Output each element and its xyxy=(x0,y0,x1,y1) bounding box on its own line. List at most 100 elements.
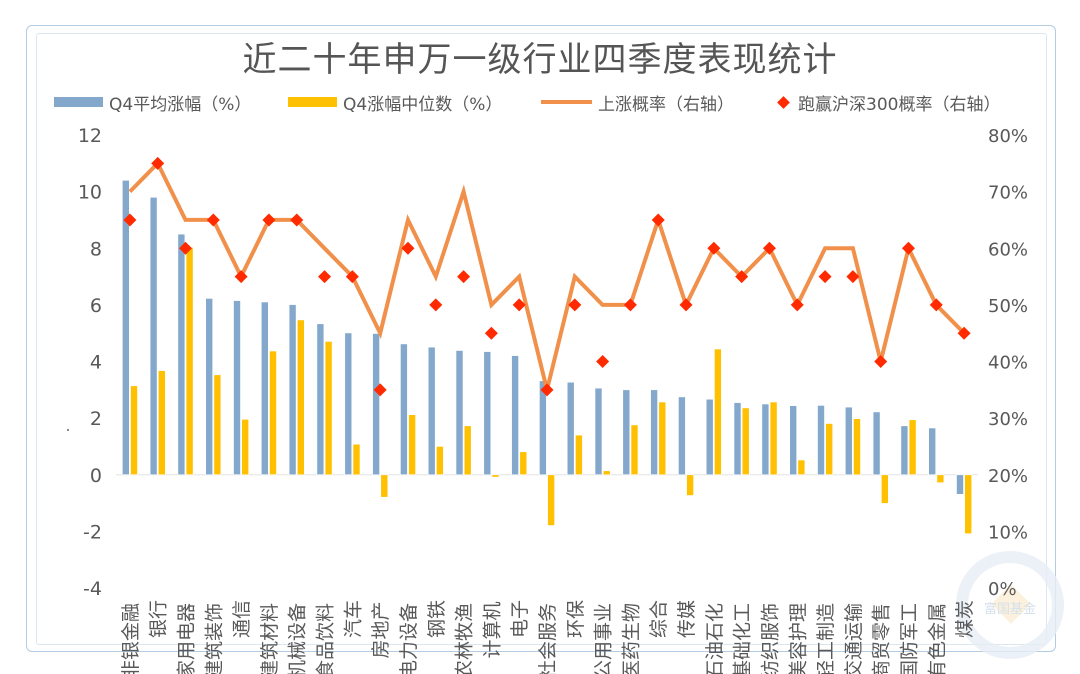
beat-prob-marker xyxy=(679,298,693,312)
x-tick-label: 家用电器 xyxy=(176,603,198,674)
x-tick-label: 综合 xyxy=(648,600,670,638)
median-bar xyxy=(463,425,472,476)
x-axis-labels: 非银金融 银行 家用电器 建筑装饰 通信 建筑材料 机械设备 食品饮料 汽车 房地产 电力设备 钢铁农… xyxy=(120,600,976,674)
x-tick-label: 轻工制造 xyxy=(815,603,837,674)
x-tick-label: 汽车 xyxy=(342,600,364,638)
beat-prob-marker xyxy=(735,270,749,284)
median-bar xyxy=(769,401,778,476)
x-tick-label: 建筑材料 xyxy=(259,603,281,674)
median-bar xyxy=(130,385,138,475)
right-tick-label: 50% xyxy=(988,296,1028,317)
x-tick-label: 银行 xyxy=(148,600,170,638)
median-bar xyxy=(853,418,861,476)
avg-bar xyxy=(733,402,742,476)
legend-item-beat-prob[interactable]: 跑赢沪深300概率（右轴） xyxy=(775,90,1000,115)
up-prob-line-group xyxy=(128,159,966,391)
left-tick-label: 10 xyxy=(78,182,102,204)
median-bar xyxy=(908,419,917,475)
legend-item-avg[interactable]: Q4平均涨幅（%） xyxy=(54,90,288,115)
median-bar xyxy=(575,434,583,476)
right-tick-label: 80% xyxy=(988,126,1028,147)
up-prob-line xyxy=(128,159,966,391)
x-tick-label: 机械设备 xyxy=(287,603,309,674)
median-bar xyxy=(519,451,528,475)
inner-frame xyxy=(36,33,1047,645)
avg-bar xyxy=(233,300,241,476)
x-tick-label: 基础化工 xyxy=(732,603,754,674)
x-tick-label: 计算机 xyxy=(481,601,503,658)
median-bar xyxy=(436,446,444,475)
avg-bar xyxy=(539,380,547,476)
beat-prob-marker xyxy=(568,298,582,312)
left-tick-label: 4 xyxy=(90,352,102,374)
avg-bar xyxy=(427,346,436,476)
avg-bar xyxy=(288,304,297,476)
left-tick-label: -4 xyxy=(83,578,102,600)
x-tick-label: 房地产 xyxy=(370,601,392,658)
median-bar xyxy=(630,424,639,475)
median-bar xyxy=(964,474,973,534)
median-bar xyxy=(936,474,945,483)
chart-title: 近二十年申万一级行业四季度表现统计 xyxy=(242,40,838,80)
beat-prob-marker xyxy=(929,298,943,312)
beat-prob-marker xyxy=(957,326,971,340)
x-tick-label: 美容护理 xyxy=(787,603,809,674)
median-bar xyxy=(185,247,194,475)
beat-prob-marker xyxy=(262,213,276,227)
legend-swatch-avg xyxy=(54,97,103,107)
median-bar xyxy=(352,443,361,476)
avg-bar xyxy=(594,387,603,476)
beat-prob-marker xyxy=(290,213,304,227)
right-tick-label: 70% xyxy=(988,183,1028,204)
left-tick-label: 8 xyxy=(90,238,102,260)
median-bar xyxy=(880,474,889,504)
median-bar xyxy=(408,414,416,476)
beat-prob-marker xyxy=(123,213,137,227)
median-bar xyxy=(797,459,806,475)
median-bar xyxy=(324,341,333,476)
beat-prob-marker xyxy=(707,241,721,255)
left-axis: 12 10 8 6 4 2 0 -2 -4 xyxy=(78,125,102,600)
right-axis: 80% 70% 60% 50% 40% 30% 20% 10% 0% xyxy=(988,126,1028,600)
beat-prob-marker xyxy=(484,326,498,340)
x-tick-label: 食品饮料 xyxy=(315,603,337,674)
median-bar xyxy=(380,474,389,498)
median-bar xyxy=(491,474,500,478)
x-tick-label: 农林牧渔 xyxy=(454,603,476,674)
right-tick-label: 40% xyxy=(988,353,1028,374)
median-bar xyxy=(269,350,277,475)
avg-bar xyxy=(844,406,853,476)
legend-label-median: Q4涨幅中位数（%） xyxy=(343,94,503,115)
x-tick-label: 国防军工 xyxy=(899,603,921,674)
avg-bar xyxy=(149,197,158,476)
median-bar xyxy=(714,348,722,475)
legend-item-median[interactable]: Q4涨幅中位数（%） xyxy=(288,90,541,115)
legend-item-up-prob[interactable]: 上涨概率（右轴） xyxy=(541,90,775,115)
avg-bar xyxy=(928,427,937,476)
median-bar xyxy=(158,370,166,476)
beat-prob-marker xyxy=(429,298,443,312)
median-bar xyxy=(658,401,667,476)
avg-bar xyxy=(761,403,770,476)
beat-prob-marker xyxy=(596,355,610,368)
beat-prob-markers xyxy=(123,156,971,397)
median-bar xyxy=(547,474,555,526)
avg-bar xyxy=(872,411,881,476)
avg-bar xyxy=(455,350,464,476)
avg-bar xyxy=(260,301,269,475)
legend-label-beat-prob: 跑赢沪深300概率（右轴） xyxy=(798,94,1001,115)
avg-bar xyxy=(483,351,492,476)
median-bar xyxy=(602,470,611,476)
x-tick-label: 电力设备 xyxy=(398,603,420,674)
x-tick-label: 公用事业 xyxy=(593,603,615,674)
bars xyxy=(122,180,973,534)
x-tick-label: 社会服务 xyxy=(537,603,559,674)
avg-bar xyxy=(177,233,186,476)
x-tick-label: 煤炭 xyxy=(954,600,976,638)
x-tick-label: 通信 xyxy=(231,600,253,638)
avg-bar xyxy=(789,405,798,476)
beat-prob-marker xyxy=(373,383,387,397)
left-tick-label: 0 xyxy=(90,465,102,487)
legend-label-up-prob: 上涨概率（右轴） xyxy=(598,94,734,115)
